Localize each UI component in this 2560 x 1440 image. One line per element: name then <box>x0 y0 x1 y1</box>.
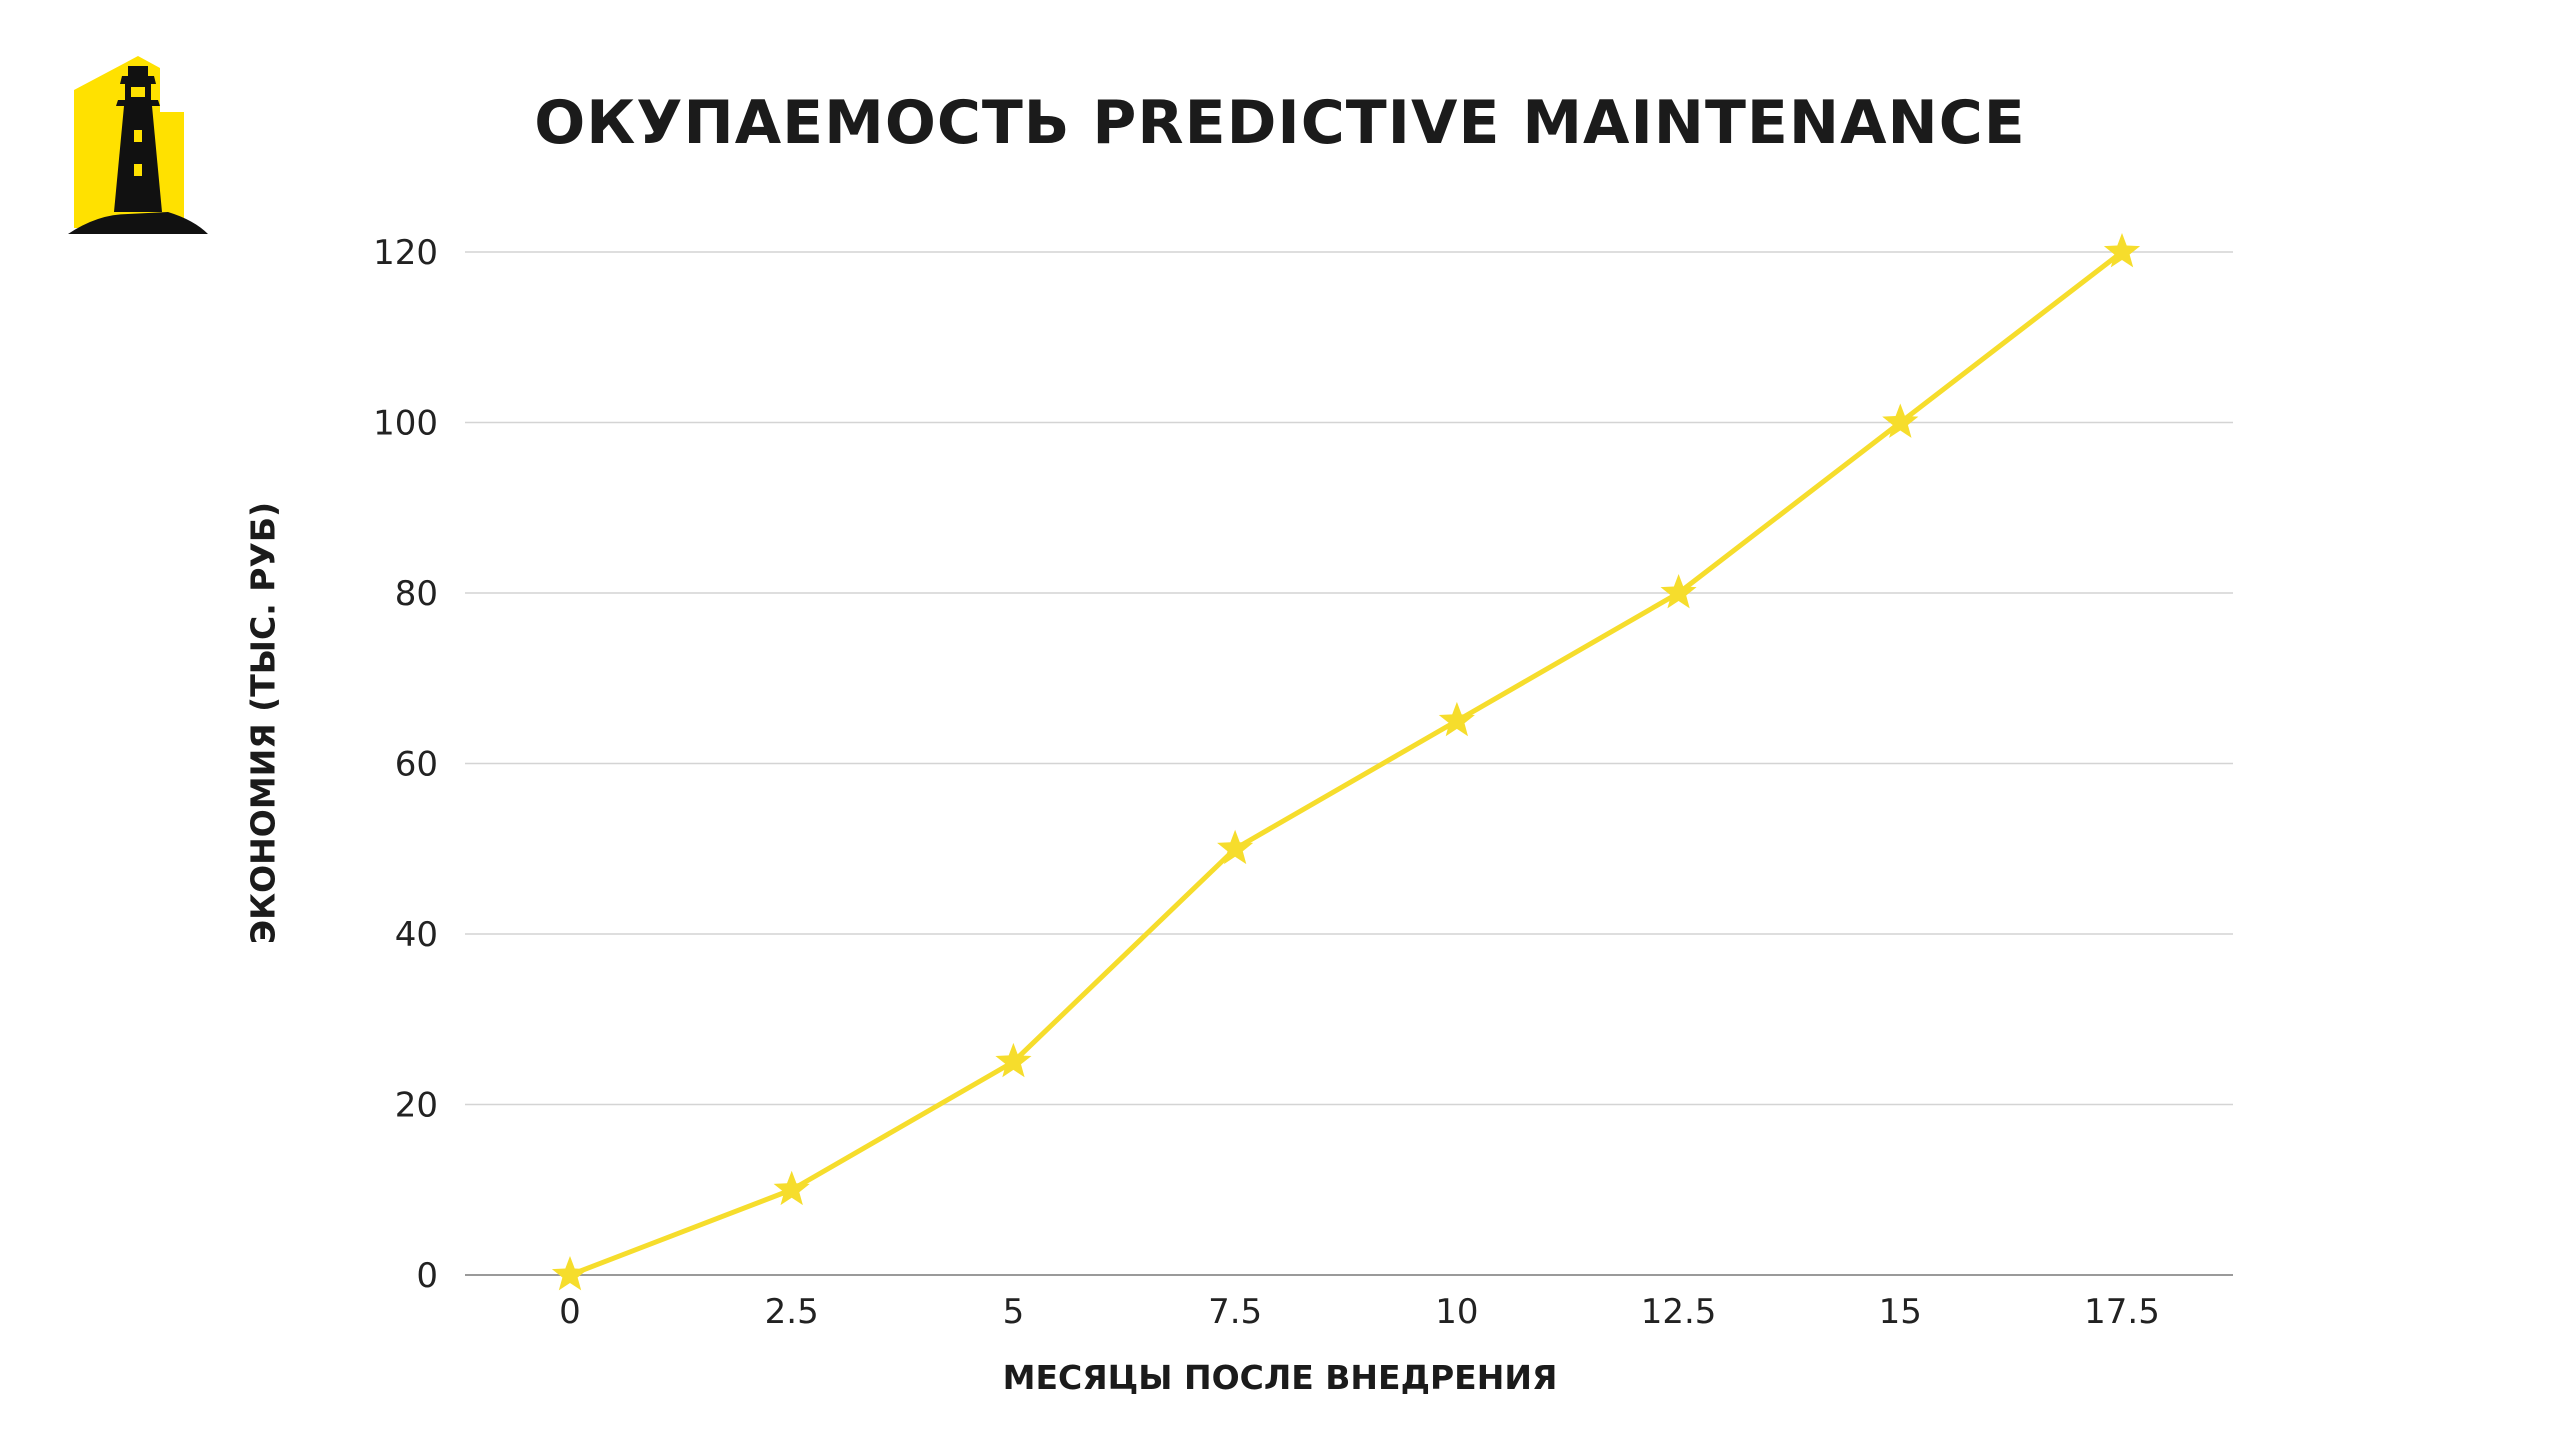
x-tick-label: 15 <box>1879 1292 1922 1332</box>
data-point-star <box>995 1042 1032 1078</box>
y-tick-label: 20 <box>395 1086 438 1126</box>
lighthouse-logo-icon <box>68 56 208 234</box>
data-point-star <box>1660 574 1697 609</box>
y-tick-label: 80 <box>395 574 438 614</box>
x-tick-labels: 0 2.5 5 7.5 10 12.5 15 17.5 <box>559 1292 2160 1332</box>
x-tick-label: 0 <box>559 1292 581 1332</box>
marker-layer <box>551 233 2141 1291</box>
data-point-star <box>1882 403 1919 438</box>
y-tick-label: 120 <box>373 233 438 273</box>
y-tick-label: 100 <box>373 404 438 444</box>
x-tick-label: 17.5 <box>2084 1292 2160 1332</box>
y-tick-labels: 0 20 40 60 80 100 120 <box>373 233 438 1296</box>
x-tick-label: 2.5 <box>765 1292 819 1332</box>
x-tick-label: 7.5 <box>1208 1292 1262 1332</box>
data-point-star <box>773 1170 810 1206</box>
grid-layer <box>465 251 2233 1276</box>
data-point-star <box>1438 701 1475 737</box>
data-point-star <box>2103 233 2141 268</box>
x-tick-label: 10 <box>1435 1292 1478 1332</box>
y-tick-label: 40 <box>395 915 438 955</box>
series-layer <box>569 250 2124 1278</box>
x-tick-label: 5 <box>1003 1292 1025 1332</box>
x-axis-label: МЕСЯЦЫ ПОСЛЕ ВНЕДРЕНИЯ <box>1002 1358 1558 1397</box>
data-point-star <box>551 1256 589 1291</box>
chart-title: ОКУПАЕМОСТЬ PREDICTIVE MAINTENANCE <box>534 88 2026 158</box>
data-point-star <box>1217 829 1254 865</box>
series-line <box>569 250 2124 1278</box>
y-tick-label: 0 <box>416 1256 438 1296</box>
x-tick-label: 12.5 <box>1641 1292 1717 1332</box>
y-tick-label: 60 <box>395 745 438 785</box>
